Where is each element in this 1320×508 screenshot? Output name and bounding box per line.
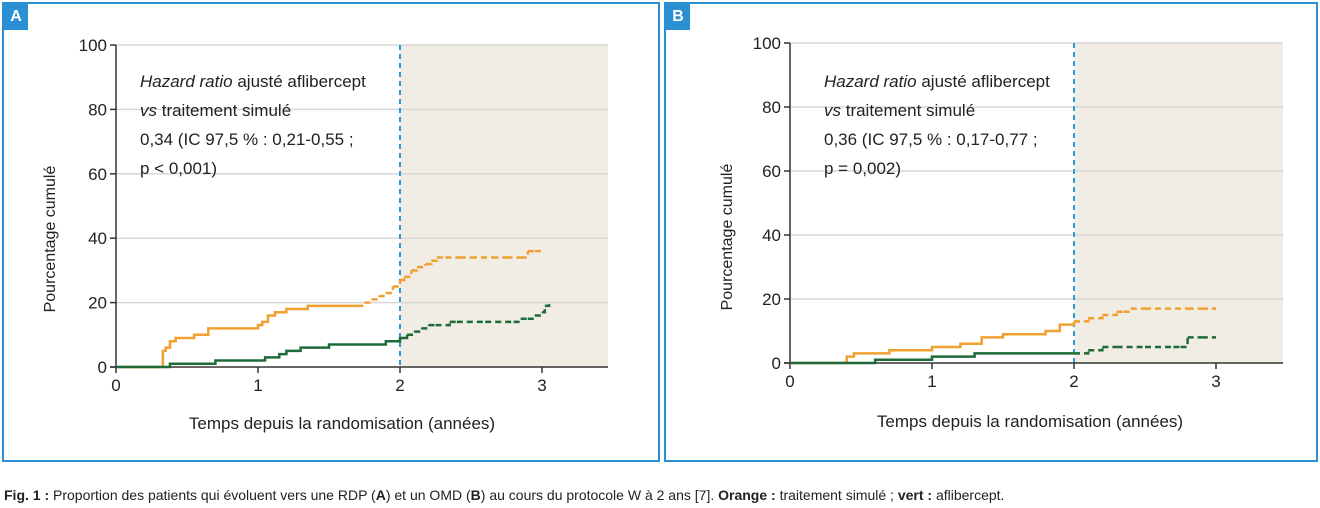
y-tick-label: 40 xyxy=(762,226,781,245)
x-axis-label-a: Temps depuis la randomisation (années) xyxy=(188,414,496,433)
x-tick-label: 2 xyxy=(395,376,404,395)
caption-text: aflibercept. xyxy=(932,487,1005,503)
annotation-text: 0,34 (IC 97,5 % : 0,21-0,55 ; xyxy=(140,130,354,149)
orange-series-dashed xyxy=(1074,307,1216,323)
hazard-ratio-annotation-a: Hazard ratio ajusté aflibercept vs trait… xyxy=(140,67,366,183)
caption-text: Proportion des patients qui évoluent ver… xyxy=(49,487,376,503)
figure-caption: Fig. 1 : Proportion des patients qui évo… xyxy=(4,487,1004,503)
annotation-italic: Hazard ratio xyxy=(140,72,233,91)
y-tick-label: 40 xyxy=(88,229,107,248)
annotation-text: traitement simulé xyxy=(157,101,292,120)
x-tick-label: 1 xyxy=(927,372,936,391)
shaded-region xyxy=(400,45,608,367)
y-tick-label: 80 xyxy=(88,100,107,119)
hazard-ratio-annotation-b: Hazard ratio ajusté aflibercept vs trait… xyxy=(824,67,1050,183)
panel-b: B 0 20 40 60 80 100 0 1 2 3 Hazard ratio ajusté a… xyxy=(664,2,1318,462)
annotation-text: p < 0,001) xyxy=(140,159,218,178)
orange-series-solid xyxy=(790,321,1076,365)
chart-a-svg: 0 20 40 60 80 100 0 1 2 3 xyxy=(79,36,608,395)
annotation-text: ajusté aflibercept xyxy=(916,72,1050,91)
y-tick-label: 60 xyxy=(88,165,107,184)
caption-b: B xyxy=(470,487,481,503)
y-axis-label-a: Pourcentage cumulé xyxy=(42,165,59,313)
x-tick-label: 3 xyxy=(537,376,546,395)
y-tick-label: 20 xyxy=(762,290,781,309)
annotation-text: traitement simulé xyxy=(841,101,976,120)
y-tick-label: 60 xyxy=(762,162,781,181)
x-axis-label-b: Temps depuis la randomisation (années) xyxy=(876,412,1184,431)
panel-letter-a: A xyxy=(4,4,28,30)
y-tick-label: 0 xyxy=(772,354,781,373)
annotation-italic: vs xyxy=(140,101,157,120)
caption-green-label: vert : xyxy=(897,487,933,503)
y-tick-label: 80 xyxy=(762,98,781,117)
y-tick-label: 100 xyxy=(753,34,781,53)
x-tick-label: 0 xyxy=(111,376,120,395)
orange-series-dashed xyxy=(357,249,542,308)
caption-text: ) et un OMD ( xyxy=(385,487,471,503)
y-tick-label: 100 xyxy=(79,36,107,55)
orange-series-solid xyxy=(116,304,358,369)
x-tick-label: 2 xyxy=(1069,372,1078,391)
x-tick-label: 0 xyxy=(785,372,794,391)
annotation-italic: vs xyxy=(824,101,841,120)
caption-orange-label: Orange : xyxy=(718,487,776,503)
caption-text: ) au cours du protocole W à 2 ans [7]. xyxy=(480,487,719,503)
annotation-italic: Hazard ratio xyxy=(824,72,917,91)
caption-prefix: Fig. 1 : xyxy=(4,487,50,503)
annotation-text: ajusté aflibercept xyxy=(232,72,366,91)
panel-a: A 0 20 40 60 80 100 0 1 2 3 Hazard ratio ajusté a… xyxy=(2,2,660,462)
annotation-text: 0,36 (IC 97,5 % : 0,17-0,77 ; xyxy=(824,130,1038,149)
y-axis-label-b: Pourcentage cumulé xyxy=(719,163,736,311)
panel-letter-b: B xyxy=(666,4,690,30)
green-series-dashed xyxy=(407,302,551,337)
x-tick-label: 3 xyxy=(1211,372,1220,391)
green-series-solid xyxy=(116,334,409,369)
caption-a: A xyxy=(375,487,386,503)
x-tick-label: 1 xyxy=(253,376,262,395)
caption-text: traitement simulé ; xyxy=(775,487,898,503)
green-series-dashed xyxy=(1074,336,1216,355)
green-series-solid xyxy=(790,352,1074,365)
annotation-text: p = 0,002) xyxy=(824,159,902,178)
chart-b-svg: 0 20 40 60 80 100 0 1 2 3 xyxy=(753,34,1283,391)
y-tick-label: 0 xyxy=(98,358,107,377)
y-tick-label: 20 xyxy=(88,294,107,313)
